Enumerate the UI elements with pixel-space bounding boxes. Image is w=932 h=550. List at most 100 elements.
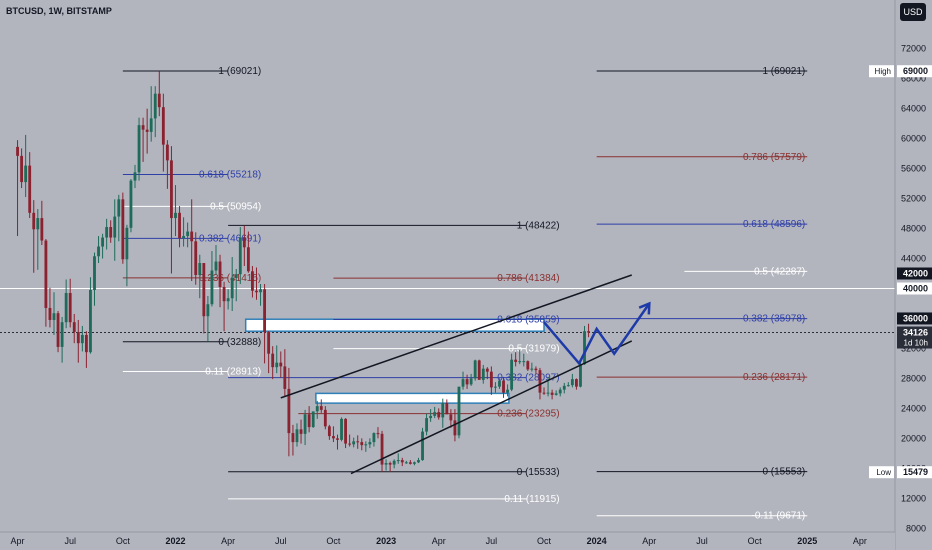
candle-body	[194, 241, 198, 276]
candle-body	[93, 256, 96, 290]
price-label-box	[897, 312, 932, 325]
price-label-value: 15479	[903, 467, 928, 477]
candle-body	[238, 237, 242, 275]
candle-body	[392, 460, 396, 465]
fib-level-label: 0.382 (35978)	[743, 314, 805, 325]
candle-body	[368, 442, 372, 445]
fib-level-label: -0.11 (9671)	[752, 511, 806, 522]
candle-body	[133, 172, 137, 181]
candle-body	[64, 292, 68, 323]
candle-body	[404, 462, 408, 464]
candle-body	[60, 322, 64, 347]
y-tick-label: 52000	[901, 194, 926, 204]
candle-body	[275, 362, 279, 368]
price-label-box	[897, 65, 932, 78]
candle-body	[52, 313, 56, 320]
interval-label[interactable]: 1W	[48, 6, 62, 16]
candle-body	[518, 361, 522, 363]
fib-level-label: 1 (69021)	[218, 66, 261, 77]
fib-level-label: 0.5 (50954)	[210, 201, 261, 212]
y-tick-label: 60000	[901, 134, 926, 144]
candle-body	[400, 460, 404, 463]
candle-body	[267, 331, 271, 354]
x-tick-label: Jul	[696, 536, 708, 546]
candle-body	[388, 463, 392, 465]
candle-body	[469, 378, 473, 385]
currency-button[interactable]: USD	[900, 3, 926, 21]
candle-body	[186, 231, 190, 237]
candle-body	[502, 380, 505, 393]
candle-body	[575, 379, 578, 387]
fib-level-label: 0 (15553)	[762, 467, 805, 478]
candle-body	[445, 403, 449, 415]
candle-body	[137, 125, 141, 173]
candle-body	[105, 227, 109, 238]
candle-body	[360, 442, 364, 446]
candle-body	[323, 409, 327, 427]
candle-body	[76, 331, 80, 344]
candle-body	[396, 460, 400, 462]
price-label-tag-box	[869, 466, 894, 479]
candle-body	[56, 313, 60, 347]
fib-level-label: -0.11 (11915)	[501, 494, 560, 505]
x-tick-label: Apr	[642, 536, 656, 546]
fib-level-label: 0.5 (42287)	[754, 266, 805, 277]
candle-body	[113, 216, 117, 238]
candle-body	[327, 426, 331, 437]
candle-body	[44, 240, 48, 308]
candle-body	[125, 227, 129, 260]
candle-body	[117, 199, 121, 217]
candle-body	[80, 334, 84, 344]
candle-body	[485, 368, 489, 372]
candle-body	[583, 331, 586, 365]
candle-body	[425, 418, 428, 432]
candle-body	[145, 129, 149, 132]
candle-body	[457, 386, 461, 436]
candle-body	[441, 403, 445, 418]
price-label-box	[897, 282, 932, 295]
candle-body	[449, 414, 453, 421]
price-label-box	[897, 267, 932, 280]
candle-body	[178, 212, 181, 239]
candle-body	[165, 144, 169, 161]
y-tick-label: 8000	[906, 523, 926, 533]
candle-body	[251, 271, 254, 291]
price-label-box	[897, 466, 932, 479]
y-tick-label: 24000	[901, 403, 926, 413]
price-label-value: 42000	[903, 269, 928, 279]
candle-body	[542, 392, 546, 394]
symbol-label[interactable]: BTCUSD	[6, 6, 44, 16]
y-tick-label: 72000	[901, 44, 926, 54]
candle-body	[550, 392, 554, 395]
separator: ,	[43, 6, 49, 16]
price-label-value: 34126	[903, 328, 928, 338]
fib-level-label: 0.786 (41384)	[497, 273, 559, 284]
fib-level-label: 1 (69021)	[762, 66, 805, 77]
price-label-box	[897, 326, 932, 349]
y-tick-label: 68000	[901, 74, 926, 84]
candle-body	[421, 431, 424, 461]
candle-body	[534, 368, 538, 371]
y-tick-label: 44000	[901, 254, 926, 264]
candle-body	[461, 379, 465, 387]
x-tick-label: 2022	[165, 536, 185, 546]
candle-body	[473, 360, 477, 379]
candle-body	[109, 227, 113, 238]
candle-body	[336, 438, 339, 440]
candle-body	[129, 180, 133, 228]
price-label-value: 69000	[903, 66, 928, 76]
fib-level-label: 0.236 (28171)	[743, 372, 805, 383]
candle-body	[372, 433, 376, 443]
candle-body	[384, 463, 388, 465]
candle-body	[234, 274, 238, 279]
candle-body	[526, 361, 530, 370]
fib-level-label: 1 (48422)	[517, 220, 560, 231]
fib-level-label: -0.11 (28913)	[202, 367, 261, 378]
candle-body	[514, 359, 518, 362]
candle-body	[263, 289, 267, 332]
y-tick-label: 28000	[901, 373, 926, 383]
candle-body	[453, 420, 457, 436]
x-tick-label: Apr	[11, 536, 25, 546]
price-label-value: 40000	[903, 283, 928, 293]
